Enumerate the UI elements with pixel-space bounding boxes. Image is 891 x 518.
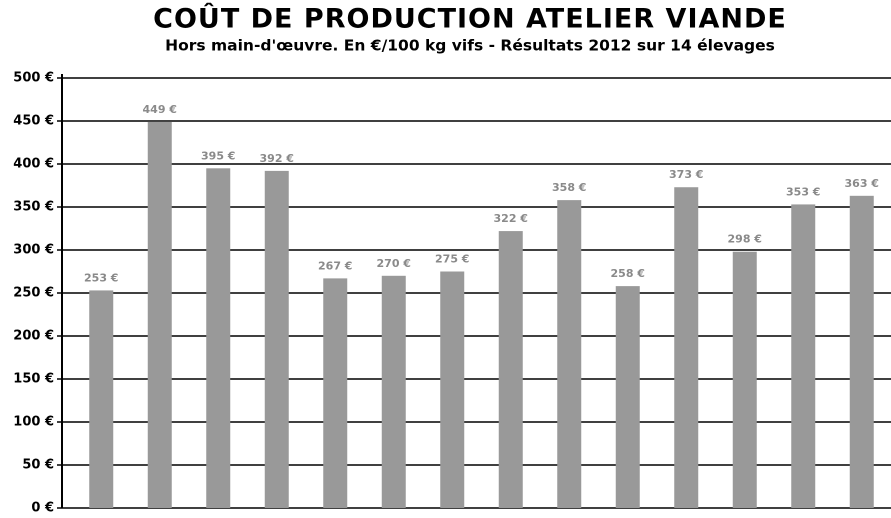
bar [498,231,523,508]
y-tick-label: 450 € [13,114,54,129]
value-label: 353 € [786,185,820,198]
bar [89,290,114,508]
y-tick-label: 250 € [13,286,54,301]
chart-title: COÛT DE PRODUCTION ATELIER VIANDE [153,3,787,35]
chart-subtitle: Hors main-d'œuvre. En €/100 kg vifs - Ré… [165,37,775,55]
value-label: 275 € [435,253,469,266]
value-label: 253 € [84,271,118,284]
value-label: 322 € [494,212,528,225]
y-tick-label: 500 € [13,71,54,86]
bar [849,195,874,508]
value-label: 373 € [669,168,703,181]
bar [264,170,289,508]
value-label: 267 € [318,259,352,272]
y-tick-label: 350 € [13,200,54,215]
bar [732,251,757,508]
y-tick-label: 100 € [13,415,54,430]
bar [791,204,816,509]
y-tick-label: 0 € [31,501,54,516]
y-tick-label: 200 € [13,329,54,344]
value-label: 258 € [611,267,645,280]
bar [323,278,348,508]
bar [440,271,465,508]
y-tick-label: 300 € [13,243,54,258]
y-tick-label: 50 € [22,458,54,473]
bar [381,275,406,508]
value-label: 449 € [143,103,177,116]
bar [206,168,231,509]
value-label: 298 € [728,233,762,246]
y-tick-label: 400 € [13,157,54,172]
value-label: 392 € [260,152,294,165]
value-label: 270 € [377,257,411,270]
value-label: 358 € [552,181,586,194]
bar [147,121,172,509]
bar [674,187,699,508]
bar [615,286,640,508]
value-label: 363 € [845,177,879,190]
value-label: 395 € [201,149,235,162]
bar [557,200,582,508]
y-tick-label: 150 € [13,372,54,387]
